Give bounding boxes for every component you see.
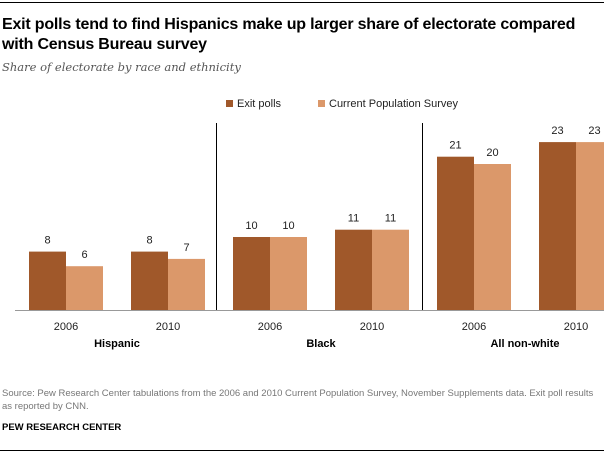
x-tick-label: 2010 xyxy=(156,321,180,333)
legend-item-exit-polls: Exit polls xyxy=(226,98,281,110)
group-label: Black xyxy=(306,338,336,350)
data-label: 10 xyxy=(245,220,257,232)
x-tick-label: 2010 xyxy=(564,321,588,333)
data-label: 11 xyxy=(385,213,396,225)
group-label: All non-white xyxy=(490,338,559,350)
data-label: 8 xyxy=(44,235,50,247)
group-label: Hispanic xyxy=(94,338,140,350)
data-label: 20 xyxy=(486,147,498,159)
bar-all-non-white-2006-cps xyxy=(474,164,511,310)
data-label: 10 xyxy=(282,220,294,232)
bar-all-non-white-2006-exit-polls xyxy=(437,156,474,310)
bar-hispanic-2010-exit-polls xyxy=(131,251,168,310)
data-label: 6 xyxy=(81,249,87,261)
data-label: 7 xyxy=(183,242,189,254)
bottom-rule xyxy=(0,450,604,451)
bar-black-2006-cps xyxy=(270,237,307,310)
bar-all-non-white-2010-cps xyxy=(576,142,604,310)
bar-black-2010-cps xyxy=(372,229,409,310)
bar-black-2010-exit-polls xyxy=(335,229,372,310)
data-label: 8 xyxy=(146,235,152,247)
x-tick-label: 2006 xyxy=(258,321,282,333)
data-label: 23 xyxy=(551,125,563,137)
legend-swatch-exit-polls xyxy=(226,100,233,107)
source-note: Source: Pew Research Center tabulations … xyxy=(2,388,594,412)
data-label: 21 xyxy=(449,140,461,152)
legend-swatch-cps xyxy=(318,100,325,107)
bar-black-2006-exit-polls xyxy=(233,237,270,310)
x-tick-label: 2006 xyxy=(462,321,486,333)
legend-label: Exit polls xyxy=(237,98,282,110)
bar-hispanic-2006-cps xyxy=(66,266,103,310)
data-label: 11 xyxy=(348,213,359,225)
bar-hispanic-2010-cps xyxy=(168,258,205,310)
bar-chart: 8 6 2006 8 7 2010 Hispanic 10 10 2006 11 11 2010 Blac… xyxy=(15,123,604,350)
chart-title: Exit polls tend to find Hispanics make u… xyxy=(2,16,576,53)
bar-all-non-white-2010-exit-polls xyxy=(539,142,576,310)
legend-label: Current Population Survey xyxy=(329,98,459,110)
organization-credit: PEW RESEARCH CENTER xyxy=(2,422,122,433)
top-rule xyxy=(0,2,604,3)
data-label: 23 xyxy=(588,125,600,137)
x-tick-label: 2010 xyxy=(360,321,384,333)
legend-item-cps: Current Population Survey xyxy=(318,98,458,110)
bar-hispanic-2006-exit-polls xyxy=(29,251,66,310)
x-tick-label: 2006 xyxy=(54,321,78,333)
chart-subtitle: Share of electorate by race and ethnicit… xyxy=(2,60,241,74)
